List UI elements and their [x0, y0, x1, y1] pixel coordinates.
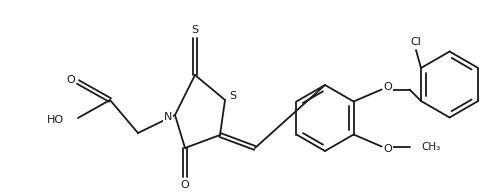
Text: N: N — [164, 112, 172, 122]
Text: HO: HO — [47, 115, 64, 125]
Text: O: O — [180, 180, 190, 190]
Text: O: O — [383, 144, 392, 153]
Text: CH₃: CH₃ — [422, 141, 441, 152]
Text: Cl: Cl — [410, 37, 422, 47]
Text: O: O — [66, 75, 76, 85]
Text: S: S — [192, 25, 198, 35]
Text: O: O — [383, 82, 392, 92]
Text: S: S — [230, 91, 236, 101]
